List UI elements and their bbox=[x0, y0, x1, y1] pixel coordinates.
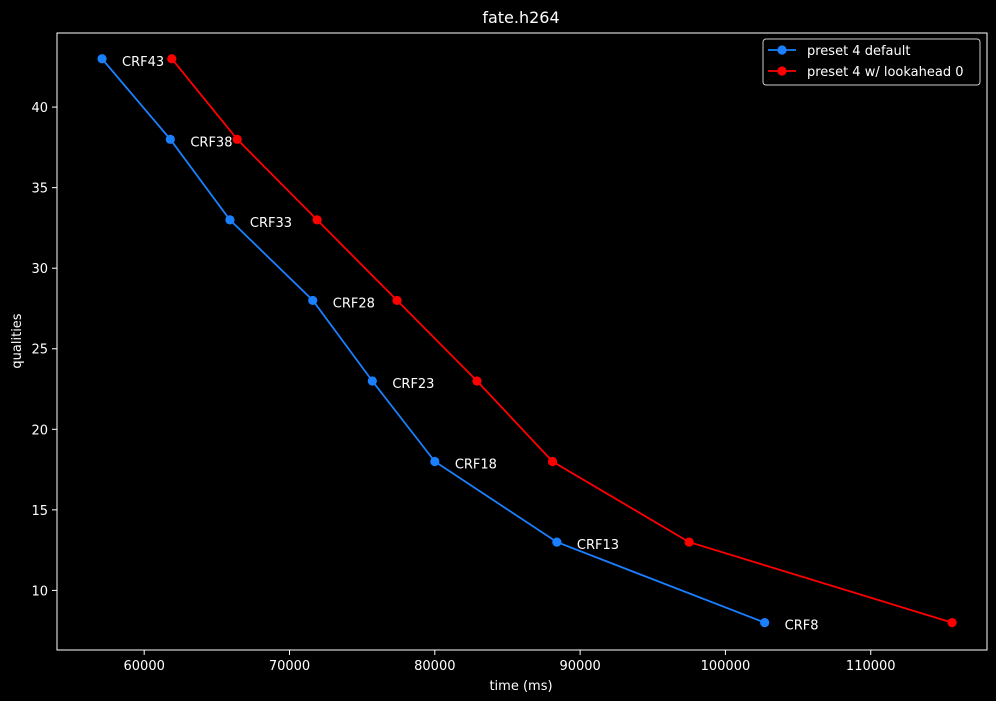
data-point bbox=[947, 618, 957, 628]
crf-annotation: CRF8 bbox=[785, 619, 819, 634]
x-tick-label: 100000 bbox=[701, 659, 751, 674]
crf-annotation: CRF43 bbox=[122, 55, 164, 70]
x-tick-label: 80000 bbox=[414, 659, 455, 674]
y-axis-label: qualities bbox=[10, 313, 25, 368]
data-point bbox=[232, 134, 242, 144]
x-axis-ticks: 60000 70000 80000 90000 100000 110000 bbox=[124, 650, 896, 674]
data-point bbox=[684, 537, 694, 547]
data-point bbox=[430, 456, 440, 467]
chart-title: fate.h264 bbox=[482, 8, 559, 27]
crf-annotation: CRF28 bbox=[333, 296, 375, 311]
legend-marker bbox=[777, 45, 787, 55]
y-tick-label: 25 bbox=[31, 343, 48, 358]
plot-frame bbox=[56, 32, 988, 651]
data-point bbox=[472, 376, 482, 386]
crf-annotation: CRF38 bbox=[190, 135, 232, 150]
y-tick-label: 10 bbox=[31, 584, 48, 599]
x-tick-label: 60000 bbox=[124, 659, 165, 674]
legend-marker bbox=[777, 66, 787, 76]
legend-label: preset 4 default bbox=[807, 44, 910, 59]
y-tick-label: 15 bbox=[31, 504, 48, 519]
data-point bbox=[367, 376, 377, 386]
annotation-layer: CRF43 CRF38 CRF33 CRF28 CRF23 CRF18 CRF13 CRF8 bbox=[122, 55, 818, 634]
series-line bbox=[101, 58, 766, 624]
legend-label: preset 4 w/ lookahead 0 bbox=[807, 65, 964, 80]
data-point bbox=[308, 295, 318, 306]
data-point bbox=[392, 295, 402, 306]
y-tick-label: 20 bbox=[31, 423, 48, 438]
crf-annotation: CRF23 bbox=[392, 377, 434, 392]
x-tick-label: 90000 bbox=[559, 659, 600, 674]
data-point bbox=[167, 54, 177, 64]
data-point bbox=[312, 215, 322, 225]
series-line bbox=[171, 58, 953, 624]
crf-annotation: CRF13 bbox=[577, 538, 619, 553]
x-tick-label: 110000 bbox=[846, 659, 896, 674]
data-point bbox=[552, 537, 562, 547]
series-1 bbox=[97, 54, 770, 628]
legend-box bbox=[762, 38, 981, 86]
y-tick-label: 35 bbox=[31, 182, 48, 197]
data-point bbox=[547, 456, 558, 467]
y-tick-label: 40 bbox=[31, 101, 48, 116]
y-tick-label: 30 bbox=[31, 262, 48, 277]
x-tick-label: 70000 bbox=[269, 659, 310, 674]
x-axis-label: time (ms) bbox=[489, 679, 552, 694]
data-point bbox=[165, 134, 175, 144]
crf-annotation: CRF33 bbox=[250, 216, 292, 231]
data-point bbox=[225, 215, 235, 225]
data-point bbox=[760, 618, 770, 628]
data-point bbox=[97, 54, 107, 64]
y-axis-ticks: 10 15 20 25 30 35 40 bbox=[31, 101, 57, 599]
crf-annotation: CRF18 bbox=[455, 458, 497, 473]
series-2 bbox=[167, 54, 957, 628]
legend: preset 4 default preset 4 w/ lookahead 0 bbox=[762, 38, 981, 86]
series-layer bbox=[97, 54, 957, 628]
